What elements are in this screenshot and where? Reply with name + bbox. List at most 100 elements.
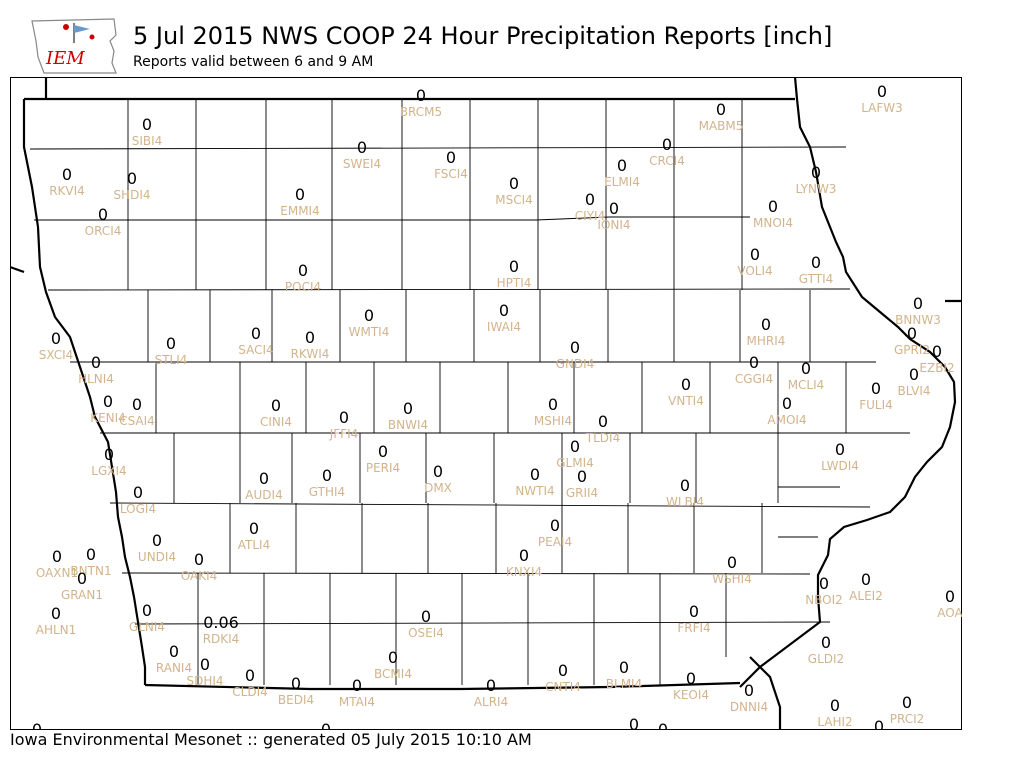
station-value: 0 xyxy=(168,642,180,661)
station-id: PEAI4 xyxy=(537,535,573,549)
station-value: 0 xyxy=(688,602,700,621)
station-value: 0 xyxy=(529,465,541,484)
station-value: 0 xyxy=(402,399,414,418)
station-id: LAHI2 xyxy=(817,715,853,729)
station-value: 0 xyxy=(248,519,260,538)
station-id: LOGI4 xyxy=(119,502,157,516)
station-value: 0 xyxy=(800,359,812,378)
station-id: CLDI4 xyxy=(232,685,268,699)
station-value: 0 xyxy=(387,648,399,667)
station-id: MNOI4 xyxy=(753,216,793,230)
station-value: 0 xyxy=(415,86,427,105)
station-id: WLBI4 xyxy=(666,495,704,509)
station-value: 0 xyxy=(608,199,620,218)
station-value: 0 xyxy=(131,395,143,414)
station-value: 0 xyxy=(680,375,692,394)
station-value: 0 xyxy=(576,467,588,486)
station-id: BRCM5 xyxy=(399,105,443,119)
station-value: 0 xyxy=(51,547,63,566)
station-id: RANI4 xyxy=(155,661,193,675)
station-value: 0 xyxy=(743,681,755,700)
station-value: 0 xyxy=(679,476,691,495)
station-value: 0 xyxy=(818,574,830,593)
station-id: PRCI2 xyxy=(889,712,925,726)
station-id: BNWI4 xyxy=(387,418,429,432)
station-id: DMX xyxy=(424,481,452,495)
station-value: 0 xyxy=(420,607,432,626)
station-id: AUDI4 xyxy=(245,488,283,502)
station-value: 0 xyxy=(661,135,673,154)
station-value: 0 xyxy=(767,197,779,216)
station-id: GTHI4 xyxy=(308,485,346,499)
station-value: 0 xyxy=(90,353,102,372)
station-value: 0 xyxy=(498,301,510,320)
station-id: SACI4 xyxy=(238,343,274,357)
station-value: 0 xyxy=(356,138,368,157)
station-id: LYNW3 xyxy=(795,182,837,196)
station-id: UNDI4 xyxy=(137,550,177,564)
station-value: 0 xyxy=(569,437,581,456)
station-id: BNNW3 xyxy=(895,313,941,327)
station-value: 0 xyxy=(873,717,885,731)
station-id: KEOI4 xyxy=(672,688,710,702)
station-value: 0 xyxy=(547,395,559,414)
state-borders xyxy=(10,77,962,730)
station-id: NBOI2 xyxy=(805,593,843,607)
station-id: PERI4 xyxy=(365,461,401,475)
station-id: GTTI4 xyxy=(798,272,834,286)
station-id: SXCI4 xyxy=(38,348,74,362)
station-id: GLMI4 xyxy=(556,456,594,470)
station-value: 0 xyxy=(908,365,920,384)
station-value: 0 xyxy=(97,205,109,224)
station-value: 0 xyxy=(320,720,332,731)
station-id: BEDI4 xyxy=(277,693,315,707)
station-value: 0 xyxy=(321,466,333,485)
station-value: 0 xyxy=(363,306,375,325)
station-id: GLDI2 xyxy=(807,652,845,666)
station-id: ALEI2 xyxy=(849,589,883,603)
station-id: CINI4 xyxy=(259,415,293,429)
station-value: 0 xyxy=(834,440,846,459)
station-value: 0 xyxy=(931,342,943,361)
map-title: 5 Jul 2015 NWS COOP 24 Hour Precipitatio… xyxy=(133,22,833,50)
station-value: 0 xyxy=(250,324,262,343)
station-value: 0 xyxy=(199,655,211,674)
station-value: 0 xyxy=(258,469,270,488)
map-subtitle: Reports valid between 6 and 9 AM xyxy=(133,54,374,70)
station-id: ELMI4 xyxy=(604,175,640,189)
station-value: 0 xyxy=(31,720,43,731)
station-value: 0 xyxy=(103,445,115,464)
station-value: 0 xyxy=(781,394,793,413)
station-id: CNTI4 xyxy=(545,680,581,694)
station-id: LGXI4 xyxy=(91,464,127,478)
station-value: 0 xyxy=(294,185,306,204)
station-id: IONI4 xyxy=(597,218,631,232)
logo-text: IEM xyxy=(45,48,85,69)
station-id: LAFW3 xyxy=(861,101,903,115)
station-value: 0 xyxy=(270,396,282,415)
station-value: 0 xyxy=(618,658,630,677)
station-value: 0 xyxy=(304,328,316,347)
station-id: RKWI4 xyxy=(290,347,330,361)
station-id: MTAI4 xyxy=(338,695,376,709)
station-id: ALRI4 xyxy=(473,695,509,709)
station-id: MSCI4 xyxy=(495,193,533,207)
station-id: TLDI4 xyxy=(585,431,621,445)
iowa-county-map xyxy=(10,77,962,730)
station-id: EMMI4 xyxy=(280,204,320,218)
station-id: AOA xyxy=(937,606,962,620)
station-value: 0 xyxy=(508,174,520,193)
station-id: NWTI4 xyxy=(515,484,555,498)
station-id: AHLN1 xyxy=(35,623,77,637)
county-lines xyxy=(29,99,910,685)
station-value: 0 xyxy=(76,569,88,588)
station-value: 0 xyxy=(141,601,153,620)
station-value: 0 xyxy=(485,676,497,695)
station-id: OAXN1 xyxy=(35,566,79,580)
station-value: 0 xyxy=(165,334,177,353)
station-id: BLVI4 xyxy=(897,384,931,398)
station-value: 0 xyxy=(126,169,138,188)
station-id: WMTI4 xyxy=(348,325,390,339)
station-value: 0 xyxy=(901,693,913,712)
station-value: 0 xyxy=(297,261,309,280)
